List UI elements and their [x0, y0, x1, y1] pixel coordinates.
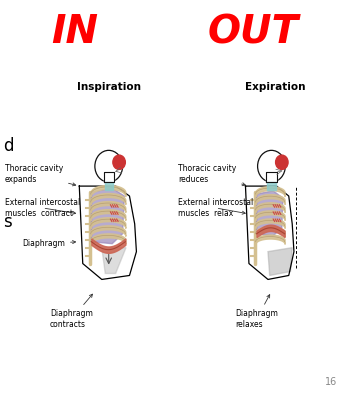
Polygon shape: [79, 186, 136, 280]
Text: Thoracic cavity
reduces: Thoracic cavity reduces: [178, 164, 245, 186]
Text: External intercostal
muscles  contract: External intercostal muscles contract: [5, 198, 80, 218]
Text: Diaphragm: Diaphragm: [22, 239, 76, 248]
Text: 16: 16: [325, 377, 337, 387]
Text: Thoracic cavity
expands: Thoracic cavity expands: [5, 164, 76, 186]
Text: Diaphragm
contracts: Diaphragm contracts: [50, 294, 93, 329]
Text: Inspiration: Inspiration: [77, 82, 141, 92]
Text: Expiration: Expiration: [245, 82, 305, 92]
Text: s: s: [3, 213, 12, 231]
Polygon shape: [266, 172, 277, 182]
Polygon shape: [104, 172, 114, 182]
Polygon shape: [257, 191, 283, 236]
Circle shape: [113, 155, 125, 170]
Text: External intercostal
muscles  relax: External intercostal muscles relax: [178, 198, 253, 218]
Polygon shape: [102, 248, 126, 274]
Circle shape: [276, 155, 288, 170]
Polygon shape: [268, 248, 292, 276]
Polygon shape: [245, 186, 294, 280]
Text: IN: IN: [52, 13, 98, 51]
Text: Diaphragm
relaxes: Diaphragm relaxes: [235, 295, 278, 329]
Text: OUT: OUT: [207, 13, 298, 51]
Text: d: d: [3, 137, 14, 155]
Polygon shape: [91, 188, 124, 244]
